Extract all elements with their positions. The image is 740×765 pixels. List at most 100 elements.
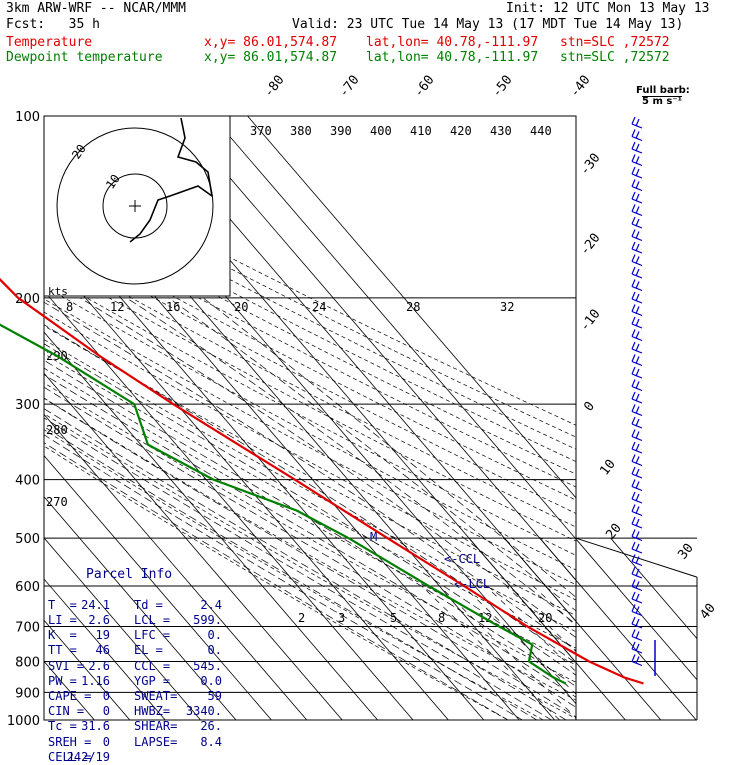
wind-barb — [631, 148, 643, 154]
theta-label: 390 — [330, 124, 352, 138]
wind-barb — [631, 604, 636, 612]
wind-barb — [635, 456, 640, 464]
wind-barb — [631, 223, 643, 229]
wind-barb — [631, 141, 636, 150]
wind-barb — [631, 591, 636, 600]
parcel-value: 0. — [207, 643, 222, 658]
wind-barb — [635, 581, 640, 589]
wind-barb — [631, 404, 636, 412]
parcel-key: Tc = — [48, 719, 77, 734]
wind-barb — [631, 498, 643, 504]
isotherm-line — [247, 116, 576, 499]
dry-adiabat — [44, 382, 576, 683]
full-barb-legend: Full barb: 5 m s⁻¹ — [636, 86, 690, 107]
parcel-row: CELL = 242/19 — [48, 750, 228, 765]
wind-barb — [635, 143, 640, 152]
wind-barb — [631, 398, 643, 404]
isotherm-line — [468, 537, 626, 720]
parcel-key: CAPE = — [48, 688, 92, 703]
isotherm-label: 40 — [697, 601, 718, 623]
wind-barb — [631, 129, 636, 137]
wind-barb — [631, 185, 643, 192]
wind-barb — [631, 160, 643, 167]
wind-barb — [635, 631, 640, 639]
dry-adiabat — [44, 339, 576, 633]
mixing-ratio-label: 3 — [338, 611, 345, 625]
parcel-key: PW = — [48, 673, 77, 688]
dry-adiabat — [44, 202, 576, 475]
isotherm-line — [44, 331, 378, 720]
wind-barb — [635, 506, 640, 514]
wind-barb — [631, 229, 636, 237]
wind-barb — [635, 243, 640, 252]
m-marker: M — [370, 530, 377, 544]
mixing-ratio-label: 20 — [538, 611, 552, 625]
mixing-ratio-line — [462, 585, 576, 695]
dewpoint-xy: x,y= 86.01,574.87 — [204, 50, 338, 65]
dewpoint-latlon: lat,lon= 40.78,-111.97 — [366, 50, 539, 65]
isotherm-label: -50 — [489, 73, 515, 101]
wind-barb — [631, 535, 643, 542]
moist-adiabat — [126, 297, 576, 625]
hodograph-ring-label: 20 — [69, 142, 89, 162]
isotherm-label: -10 — [577, 307, 603, 335]
moist-adiabat — [44, 442, 509, 720]
isotherm-label: 10 — [597, 457, 618, 479]
wind-barb — [631, 329, 636, 337]
dry-adiabat — [44, 272, 576, 556]
wind-barb — [635, 568, 640, 577]
dewpoint-station: stn=SLC ,72572 — [560, 50, 670, 65]
isotherm-line — [211, 116, 576, 540]
parcel-key: SREH = — [48, 734, 92, 749]
dewpoint-profile — [0, 323, 567, 685]
wind-barb — [631, 279, 636, 287]
parcel-row: PW = 1.16 YGP = 0.0 — [48, 674, 228, 689]
parcel-row: T = 24.1 Td = 2.4 — [48, 598, 228, 613]
parcel-value: 0.0 — [200, 673, 222, 688]
wind-barb — [631, 460, 643, 467]
wind-barb — [631, 254, 636, 262]
wind-barb — [631, 310, 643, 317]
dry-adiabat — [44, 248, 576, 528]
wind-barb — [635, 343, 640, 352]
wind-barb — [631, 579, 636, 587]
wind-barb — [631, 235, 643, 242]
parcel-value: 24.1 — [81, 597, 110, 612]
wind-barb — [631, 316, 636, 325]
wind-barb — [631, 379, 636, 387]
moist-adiabat — [44, 417, 553, 720]
wind-barb — [631, 366, 636, 375]
wind-barb — [631, 373, 643, 379]
wind-barb — [631, 491, 636, 500]
wind-barb — [631, 423, 643, 429]
wind-barb — [631, 623, 643, 629]
pressure-label: 800 — [15, 655, 40, 670]
wind-barb — [635, 481, 640, 489]
parcel-value: 8.4 — [200, 734, 222, 749]
mixing-ratio-line — [485, 585, 576, 673]
pressure-label: 500 — [15, 532, 40, 547]
parcel-row: Tc = 31.6 SHEAR= 26. — [48, 719, 228, 734]
dry-adiabat — [44, 367, 576, 666]
wind-barb — [631, 354, 636, 362]
wind-barb — [635, 268, 640, 277]
wind-barb — [635, 293, 640, 302]
wind-barb — [635, 118, 640, 127]
parcel-value: 599. — [193, 613, 222, 627]
wind-barb — [631, 191, 636, 200]
isotherm-line — [44, 454, 272, 720]
init-time: Init: 12 UTC Mon 13 May 13 — [506, 1, 710, 16]
wind-barb — [631, 285, 643, 292]
dry-adiabat — [44, 413, 576, 719]
wind-barb — [635, 156, 640, 164]
wind-barb — [631, 454, 636, 462]
wind-barb — [631, 510, 643, 517]
temperature-profile — [0, 277, 644, 685]
parcel-key: SWEAT= — [134, 688, 178, 703]
wind-barb — [631, 416, 636, 425]
wind-barb — [631, 291, 636, 300]
wind-barb — [631, 116, 636, 125]
wind-barb — [635, 643, 640, 652]
wind-barb — [635, 193, 640, 202]
